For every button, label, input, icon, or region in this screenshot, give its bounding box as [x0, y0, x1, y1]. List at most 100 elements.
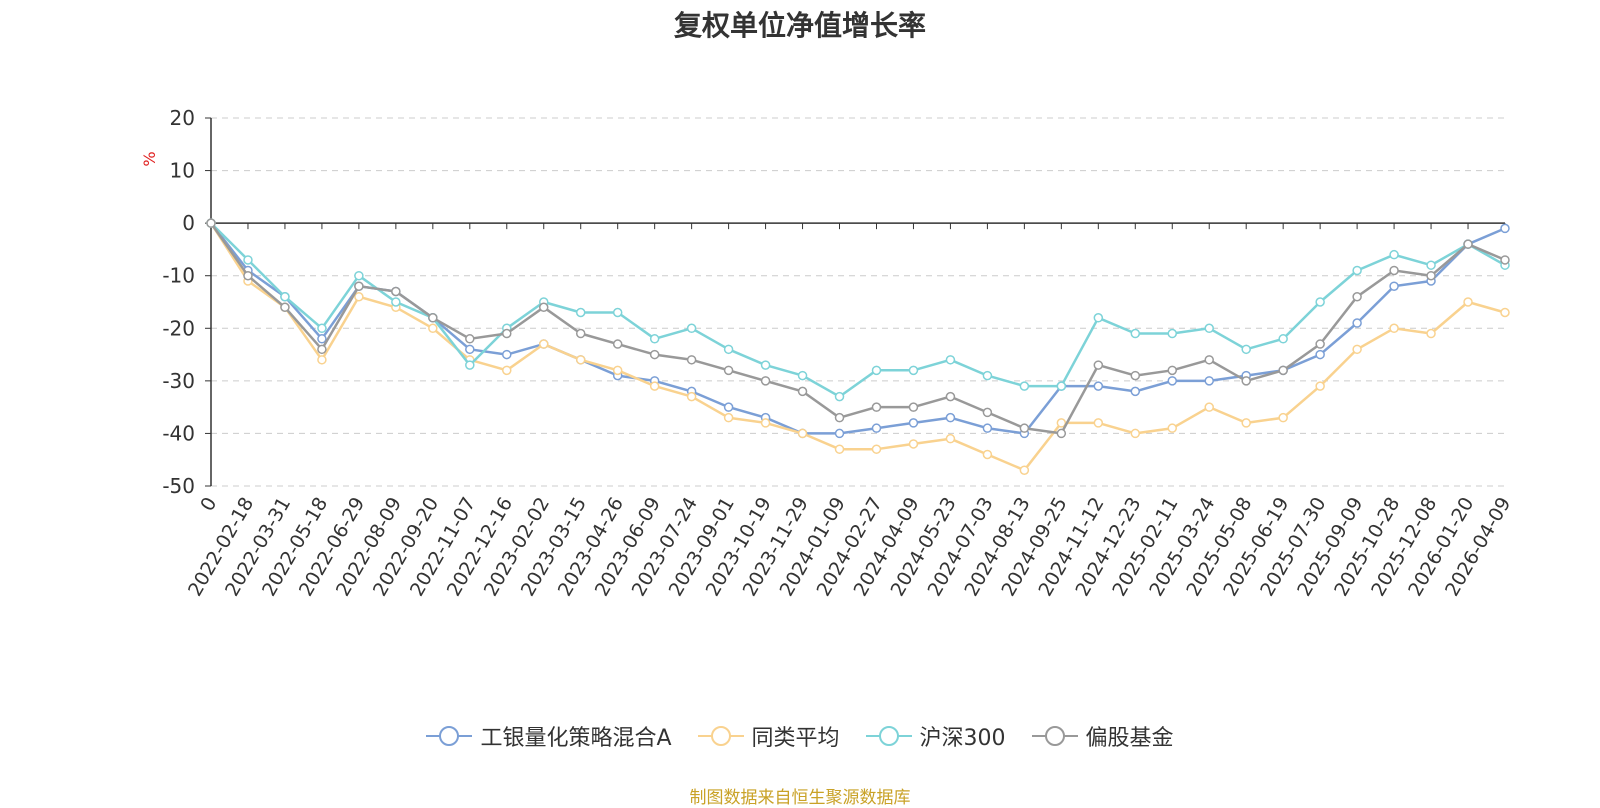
data-point: [428, 313, 438, 323]
data-point: [1130, 386, 1141, 397]
y-tick-label: -30: [162, 369, 195, 393]
data-point: [797, 386, 808, 397]
y-tick-label: -50: [162, 474, 195, 498]
data-point: [945, 433, 956, 444]
y-tick-label: 0: [182, 211, 195, 235]
data-point: [1315, 297, 1325, 307]
source-note: 制图数据来自恒生聚源数据库: [689, 788, 911, 808]
data-point: [1352, 318, 1362, 328]
data-point: [575, 307, 586, 318]
data-point: [982, 449, 993, 460]
data-point: [1167, 376, 1178, 386]
data-point: [1204, 376, 1214, 386]
data-point: [797, 428, 808, 439]
data-point: [1500, 307, 1510, 318]
data-point: [834, 412, 845, 423]
data-point: [465, 334, 475, 344]
data-point: [1463, 239, 1473, 249]
data-point: [1426, 270, 1436, 281]
data-point: [206, 218, 216, 228]
data-point: [871, 423, 882, 433]
data-point: [317, 355, 327, 365]
data-point: [1130, 370, 1141, 381]
legend-label: 同类平均: [751, 726, 840, 751]
legend-item[interactable]: 工银量化策略混合A: [426, 720, 672, 752]
data-point: [1352, 265, 1362, 276]
data-point: [1278, 365, 1288, 376]
legend-label: 沪深300: [919, 726, 1006, 751]
chart-title: 复权单位净值增长率: [673, 9, 926, 42]
data-point: [1463, 297, 1473, 307]
data-point: [280, 291, 290, 302]
data-point: [1389, 281, 1399, 291]
data-point: [686, 323, 697, 334]
data-point: [317, 323, 327, 334]
data-point: [982, 370, 993, 381]
data-point: [1167, 365, 1178, 376]
data-point: [317, 334, 327, 344]
data-point: [391, 286, 401, 297]
data-point: [612, 339, 623, 349]
data-point: [1204, 323, 1214, 334]
data-point: [243, 270, 253, 281]
data-point: [1426, 260, 1436, 270]
data-point: [908, 365, 919, 376]
data-point: [834, 428, 845, 439]
data-point: [982, 423, 993, 433]
data-point: [686, 355, 697, 365]
data-point: [945, 412, 956, 423]
data-point: [1500, 223, 1510, 234]
legend-item[interactable]: 偏股基金: [1031, 720, 1174, 752]
data-point: [1019, 465, 1030, 475]
data-point: [317, 344, 327, 355]
data-point: [391, 297, 401, 307]
data-point: [1500, 255, 1510, 265]
data-point: [354, 291, 364, 302]
series-line-2: [210, 222, 1506, 398]
y-tick-label: 10: [170, 159, 195, 183]
data-point: [1093, 360, 1104, 370]
data-point: [686, 391, 697, 402]
data-point: [538, 302, 549, 313]
data-point: [538, 339, 549, 349]
data-point: [1278, 334, 1288, 344]
data-point: [908, 439, 919, 449]
data-point: [871, 365, 882, 376]
y-tick-label: -10: [162, 264, 195, 288]
data-point: [1167, 423, 1178, 433]
data-point: [1315, 339, 1325, 349]
data-point: [502, 328, 512, 339]
data-point: [1241, 418, 1251, 428]
data-point: [871, 402, 882, 412]
legend-item[interactable]: 同类平均: [697, 720, 840, 752]
data-point: [575, 355, 586, 365]
data-point: [1130, 428, 1141, 439]
data-point: [243, 255, 253, 265]
data-point: [649, 349, 660, 360]
data-point: [834, 444, 845, 454]
data-point: [723, 412, 734, 423]
data-point: [834, 391, 845, 402]
data-point: [612, 307, 623, 318]
data-point: [723, 402, 734, 412]
data-point: [354, 270, 364, 281]
data-point: [280, 302, 290, 313]
y-tick-label: -20: [162, 316, 195, 340]
data-point: [945, 355, 956, 365]
data-point: [1315, 381, 1325, 391]
data-point: [908, 402, 919, 412]
data-point: [1019, 423, 1030, 433]
x-tick-label: 0: [196, 494, 221, 515]
data-point: [1352, 291, 1362, 302]
series-line-3: [209, 222, 1506, 435]
data-point: [1093, 381, 1104, 391]
data-point: [1241, 376, 1251, 386]
y-axis-label: %: [140, 151, 159, 166]
legend-swatch: [426, 726, 473, 746]
legend: 工银量化策略混合A 同类平均 沪深300 偏股基金: [0, 720, 1600, 752]
data-point: [760, 376, 771, 386]
data-point: [1056, 418, 1067, 428]
data-point: [945, 391, 956, 402]
legend-item[interactable]: 沪深300: [865, 720, 1006, 752]
